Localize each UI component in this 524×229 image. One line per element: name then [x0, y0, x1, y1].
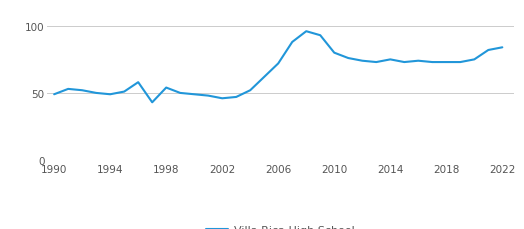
Villa Rica High School	[247, 90, 254, 92]
Villa Rica High School	[471, 59, 477, 62]
Villa Rica High School	[387, 59, 394, 62]
Villa Rica High School	[219, 98, 225, 100]
Line: Villa Rica High School: Villa Rica High School	[54, 32, 503, 103]
Villa Rica High School	[429, 61, 435, 64]
Villa Rica High School	[177, 92, 183, 95]
Villa Rica High School	[93, 92, 100, 95]
Villa Rica High School	[499, 47, 506, 49]
Villa Rica High School	[79, 90, 85, 92]
Legend: Villa Rica High School: Villa Rica High School	[202, 221, 359, 229]
Villa Rica High School	[107, 93, 113, 96]
Villa Rica High School	[121, 91, 127, 94]
Villa Rica High School	[289, 41, 296, 44]
Villa Rica High School	[415, 60, 421, 63]
Villa Rica High School	[261, 76, 267, 79]
Villa Rica High School	[331, 52, 337, 55]
Villa Rica High School	[317, 35, 323, 37]
Villa Rica High School	[51, 93, 57, 96]
Villa Rica High School	[135, 82, 141, 84]
Villa Rica High School	[345, 57, 352, 60]
Villa Rica High School	[233, 96, 239, 99]
Villa Rica High School	[149, 101, 155, 104]
Villa Rica High School	[303, 31, 309, 33]
Villa Rica High School	[65, 88, 71, 91]
Villa Rica High School	[275, 63, 281, 65]
Villa Rica High School	[443, 61, 450, 64]
Villa Rica High School	[205, 95, 211, 98]
Villa Rica High School	[485, 49, 492, 52]
Villa Rica High School	[163, 87, 169, 90]
Villa Rica High School	[191, 93, 198, 96]
Villa Rica High School	[457, 61, 463, 64]
Villa Rica High School	[373, 61, 379, 64]
Villa Rica High School	[401, 61, 408, 64]
Villa Rica High School	[359, 60, 365, 63]
